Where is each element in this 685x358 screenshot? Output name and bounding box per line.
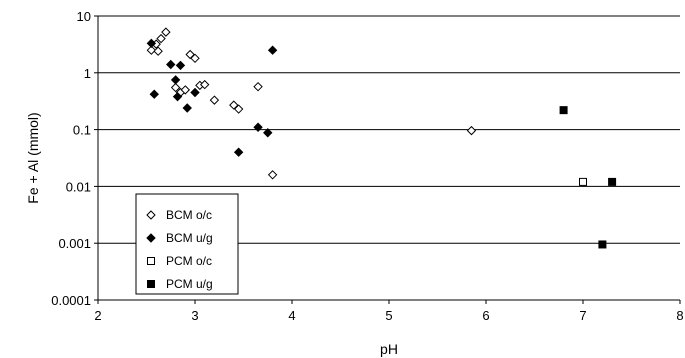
legend-box [135, 193, 239, 295]
data-point-bcm-u-g [233, 147, 244, 157]
data-point-bcm-o-c [190, 53, 200, 64]
data-point-bcm-u-g [149, 89, 159, 99]
data-point-bcm-o-c [233, 104, 244, 114]
y-axis-label: Fe + Al (mmol) [25, 112, 41, 203]
data-point-pcm-u-g [608, 177, 617, 186]
legend-label: PCM u/g [166, 277, 213, 291]
data-point-bcm-o-c [180, 85, 191, 95]
legend-label: BCM u/g [166, 231, 213, 245]
data-point-pcm-o-c [579, 177, 587, 186]
data-point-bcm-u-g [166, 59, 176, 70]
data-point-bcm-o-c [267, 170, 278, 180]
y-tick-label: 1 [84, 66, 91, 81]
legend-marker [146, 210, 156, 220]
y-tick-label: 10 [77, 9, 91, 24]
legend-label: PCM o/c [166, 254, 212, 268]
legend-marker [147, 280, 155, 288]
x-tick-label: 2 [94, 308, 101, 323]
data-point-bcm-u-g [182, 103, 192, 113]
x-tick-label: 5 [385, 308, 392, 323]
legend-items: BCM o/c BCM u/g PCM o/c PCM u/g [146, 208, 213, 291]
data-point-bcm-u-g [253, 122, 263, 132]
data-point-bcm-o-c [199, 79, 210, 90]
data-point-pcm-u-g [598, 240, 607, 249]
legend-marker [147, 257, 155, 265]
y-tick-label: 0.001 [58, 236, 91, 251]
x-axis-label: pH [380, 341, 398, 357]
y-tick-label: 0.01 [66, 179, 91, 194]
data-point-bcm-u-g [175, 60, 186, 71]
legend: BCM o/c BCM u/g PCM o/c PCM u/g [135, 193, 239, 295]
data-points [146, 27, 617, 249]
data-point-bcm-u-g [263, 128, 273, 138]
y-ticks: 0.0001 0.001 0.01 0.1 1 10 [51, 9, 98, 308]
data-point-bcm-u-g [267, 45, 278, 55]
data-point-bcm-o-c [170, 82, 181, 93]
x-ticks: 2 3 4 5 6 7 8 [94, 300, 684, 323]
data-point-bcm-u-g [170, 75, 181, 85]
x-tick-label: 3 [191, 308, 198, 323]
data-point-pcm-u-g [559, 106, 568, 115]
x-tick-label: 4 [288, 308, 295, 323]
y-tick-label: 0.1 [73, 123, 91, 138]
data-point-bcm-o-c [153, 46, 163, 56]
x-tick-label: 6 [482, 308, 489, 323]
data-point-bcm-o-c [253, 81, 263, 92]
data-point-bcm-o-c [466, 125, 477, 136]
legend-label: BCM o/c [166, 208, 212, 222]
grid-lines [98, 15, 680, 244]
data-point-bcm-u-g [172, 91, 183, 102]
data-point-bcm-o-c [156, 33, 166, 44]
data-point-bcm-o-c [146, 45, 157, 55]
data-point-bcm-u-g [146, 38, 157, 49]
x-tick-label: 8 [676, 308, 683, 323]
data-point-bcm-o-c [161, 27, 171, 37]
legend-marker [146, 233, 156, 243]
data-point-bcm-o-c [229, 100, 239, 110]
data-point-bcm-u-g [190, 87, 200, 98]
y-tick-label: 0.0001 [51, 293, 91, 308]
data-point-bcm-o-c [209, 95, 220, 105]
x-tick-label: 7 [579, 308, 586, 323]
